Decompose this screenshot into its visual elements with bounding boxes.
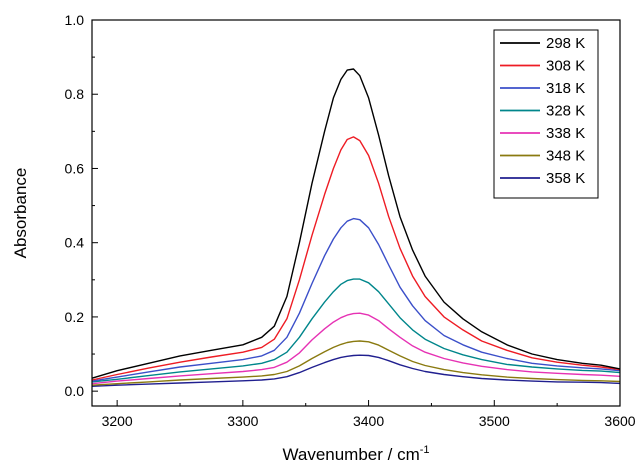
- series-line-308-k: [91, 136, 621, 381]
- legend-label-358-k: 358 K: [546, 170, 585, 187]
- legend-items: 298 K 308 K 318 K 328 K 338 K 348 K 358 K: [500, 35, 585, 187]
- x-tick-label: 3200: [102, 413, 133, 429]
- series-line-328-k: [91, 278, 621, 383]
- y-tick-label: 0.4: [65, 235, 85, 251]
- y-axis-title: Absorbance: [11, 168, 30, 259]
- x-tick-label: 3300: [227, 413, 258, 429]
- y-tick-label: 0.8: [65, 86, 85, 102]
- x-tick-label: 3500: [479, 413, 510, 429]
- plot-frame: [91, 19, 621, 407]
- series-line-318-k: [91, 217, 621, 382]
- x-axis-title-text: Wavenumber / cm: [282, 445, 419, 464]
- y-tick-label: 1.0: [65, 12, 85, 28]
- legend-label-338-k: 338 K: [546, 125, 585, 142]
- legend-box: [493, 29, 599, 199]
- series-line-338-k: [91, 312, 621, 385]
- legend-label-348-k: 348 K: [546, 148, 585, 165]
- x-axis-title-superscript: -1: [420, 444, 430, 456]
- legend-label-328-k: 328 K: [546, 103, 585, 120]
- y-tick-label: 0.0: [65, 383, 85, 399]
- series-line-298-k: [91, 68, 621, 379]
- x-axis-title: Wavenumber / cm-1: [282, 444, 429, 464]
- tick-layer: 3200 3300 3400 3500 3600 0.0 0.2 0.4 0.6 0.8 1.0: [65, 12, 636, 429]
- series-layer: [91, 68, 621, 387]
- series-line-348-k: [91, 340, 621, 386]
- y-tick-label: 0.6: [65, 160, 85, 176]
- legend-label-308-k: 308 K: [546, 58, 585, 75]
- series-line-358-k: [91, 354, 621, 387]
- x-tick-label: 3600: [604, 413, 635, 429]
- legend: 298 K 308 K 318 K 328 K 338 K 348 K 358 K: [493, 29, 599, 199]
- legend-label-298-k: 298 K: [546, 35, 585, 52]
- y-tick-label: 0.2: [65, 309, 85, 325]
- x-tick-label: 3400: [353, 413, 384, 429]
- legend-label-318-k: 318 K: [546, 80, 585, 97]
